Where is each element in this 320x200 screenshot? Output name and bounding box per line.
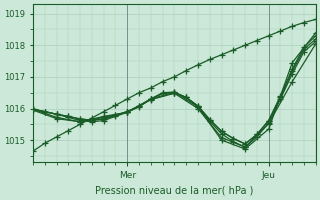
X-axis label: Pression niveau de la mer( hPa ): Pression niveau de la mer( hPa ) bbox=[95, 186, 253, 196]
